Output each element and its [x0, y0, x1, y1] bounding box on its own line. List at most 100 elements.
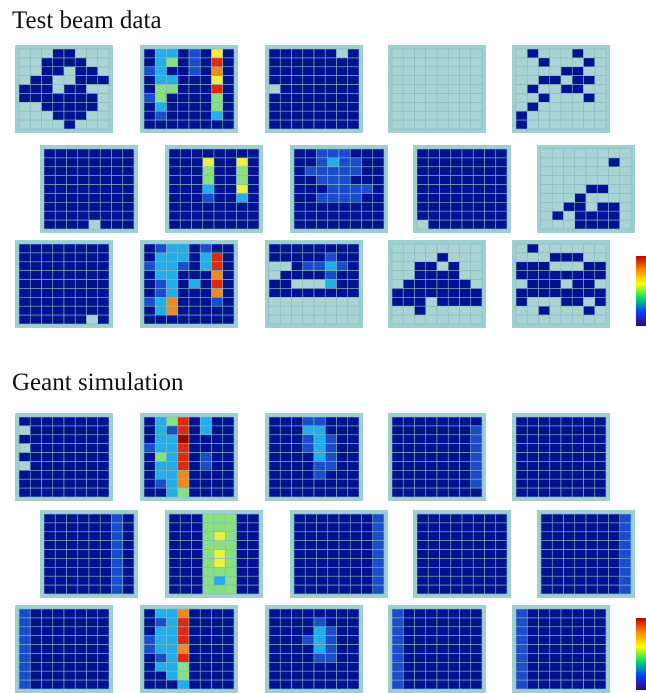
cell	[472, 513, 485, 524]
cell	[583, 252, 596, 263]
cell	[472, 193, 485, 203]
cell	[66, 193, 79, 203]
cell	[459, 279, 472, 289]
cell	[425, 270, 438, 280]
cell	[596, 148, 609, 159]
cell	[66, 584, 79, 595]
cell	[211, 305, 224, 316]
cell	[224, 175, 237, 185]
cell	[427, 575, 440, 586]
cell	[74, 670, 87, 681]
cell	[268, 305, 281, 316]
cell	[563, 219, 576, 230]
cell	[166, 279, 179, 289]
cell	[268, 653, 281, 663]
cell	[538, 297, 551, 307]
cell	[154, 314, 167, 325]
cell	[549, 487, 562, 498]
cell	[86, 110, 99, 121]
cell	[166, 478, 179, 489]
cell	[391, 452, 404, 462]
cell	[199, 434, 212, 444]
cell	[538, 487, 551, 498]
cell	[414, 279, 427, 289]
cell	[63, 425, 76, 436]
cell	[302, 443, 315, 453]
cell	[560, 252, 573, 263]
cell	[560, 243, 573, 254]
cell	[188, 305, 201, 316]
cell	[347, 75, 360, 85]
cell	[425, 66, 438, 76]
cell	[391, 425, 404, 436]
cell	[450, 567, 463, 577]
cell	[97, 452, 110, 462]
cell	[447, 93, 460, 103]
cell	[74, 461, 87, 471]
cell	[279, 66, 292, 76]
cell	[302, 470, 315, 480]
cell	[391, 270, 404, 280]
cell	[293, 584, 306, 595]
cell	[608, 567, 621, 577]
cell	[88, 210, 101, 221]
cell	[29, 279, 42, 289]
cell	[88, 219, 101, 230]
cell	[324, 470, 337, 480]
cell	[74, 487, 87, 498]
cell	[324, 653, 337, 663]
cell	[122, 184, 135, 194]
cell	[596, 584, 609, 595]
cell	[574, 202, 587, 212]
cell	[154, 679, 167, 690]
cell	[470, 279, 483, 289]
cell	[540, 567, 553, 577]
cell	[427, 531, 440, 541]
cell	[222, 279, 235, 289]
cell	[313, 57, 326, 68]
cell	[188, 93, 201, 103]
cell	[166, 452, 179, 462]
cell	[515, 288, 528, 298]
cell	[18, 288, 31, 298]
cell	[54, 202, 67, 212]
cell	[436, 425, 449, 436]
cell	[143, 261, 156, 271]
cell	[571, 75, 584, 85]
cell	[88, 584, 101, 595]
cell	[188, 679, 201, 690]
cell	[222, 75, 235, 85]
cell	[327, 219, 340, 230]
cell	[515, 487, 528, 498]
cell	[472, 575, 485, 586]
cell	[177, 452, 190, 462]
cell	[213, 219, 226, 230]
cell	[324, 478, 337, 489]
cell	[439, 184, 452, 194]
cell	[143, 48, 156, 59]
cell	[391, 461, 404, 471]
cell	[361, 157, 374, 168]
cell	[484, 202, 497, 212]
cell	[177, 487, 190, 498]
cell	[560, 288, 573, 298]
cell	[338, 202, 351, 212]
cell	[304, 202, 317, 212]
cell	[179, 522, 192, 533]
cell	[526, 635, 539, 645]
cell	[560, 416, 573, 427]
cell	[291, 305, 304, 316]
cell	[302, 434, 315, 444]
cell	[179, 531, 192, 541]
cell	[551, 513, 564, 524]
cell	[236, 184, 249, 194]
cell	[549, 279, 562, 289]
cell	[414, 425, 427, 436]
cell	[549, 48, 562, 59]
cell	[199, 297, 212, 307]
cell	[111, 584, 124, 595]
cell	[88, 175, 101, 185]
cell	[52, 434, 65, 444]
cell	[122, 166, 135, 176]
cell	[427, 513, 440, 524]
